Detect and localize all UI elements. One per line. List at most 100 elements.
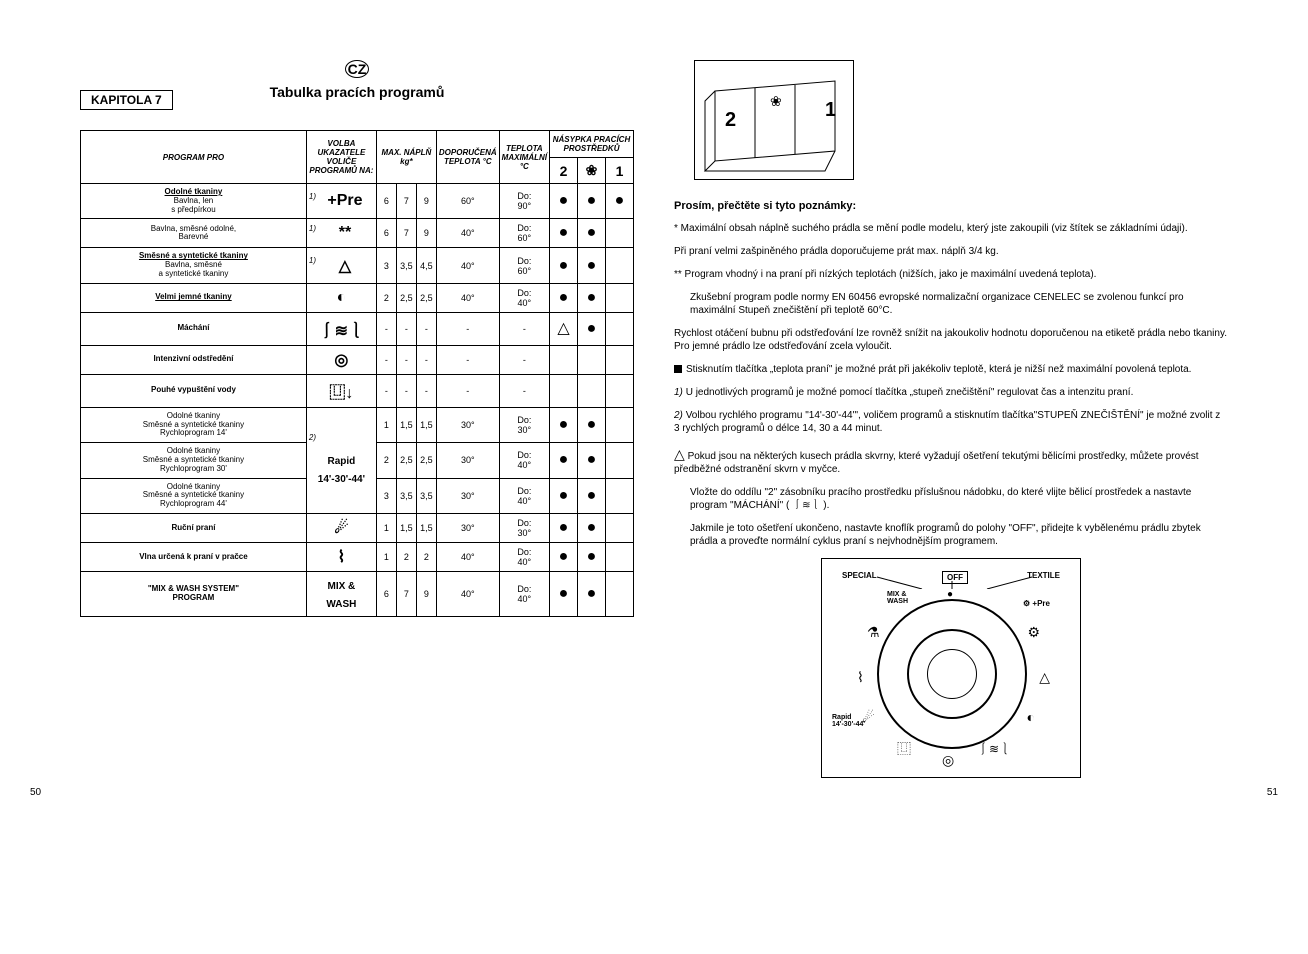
detergent-cell: ● [578,248,606,283]
kg-cell: 3,5 [396,248,416,283]
kg-cell: 2,5 [416,283,436,312]
program-name-cell: Vlna určená k praní v pračce [81,542,307,571]
dial-diagram: SPECIAL OFF TEXTILE MIX &WASH ⚙ +Pre Rap… [821,558,1081,778]
detergent-cell [578,374,606,407]
dial-triangle-icon: △ [1039,669,1050,686]
max-temp-cell: - [499,312,549,345]
dial-center-circle [927,649,977,699]
kg-cell: 4,5 [416,248,436,283]
detergent-cell: ● [578,184,606,219]
square-bullet-icon [674,365,682,373]
dial-position-cell: 1)△ [306,248,376,283]
dial-position-cell: ⿶↓ [306,374,376,407]
th-teplota: TEPLOTA MAXIMÁLNÍ °C [499,131,549,184]
dial-position-cell: ◎ [306,345,376,374]
detergent-cell [578,345,606,374]
dial-mix-icon: ⚗ [867,624,880,641]
kg-cell: - [396,312,416,345]
max-temp-cell: Do:60° [499,219,549,248]
program-name-cell: Odolné tkaninyBavlna, lens předpírkou [81,184,307,219]
detergent-cell: ● [578,542,606,571]
detergent-cell: ● [550,542,578,571]
kg-cell: - [416,312,436,345]
kg-cell: 2,5 [416,443,436,478]
detergent-cell: ● [550,219,578,248]
detergent-cell: ● [578,571,606,616]
dial-rinse-icon: ⎰≋⎱ [977,740,1011,757]
svg-text:1: 1 [825,99,836,121]
th-doporuc: DOPORUČENÁ TEPLOTA °C [436,131,499,184]
kg-cell: - [396,374,416,407]
program-table: PROGRAM PRO VOLBA UKAZATELE VOLIČE PROGR… [80,130,634,617]
kg-cell: - [416,374,436,407]
th-volba: VOLBA UKAZATELE VOLIČE PROGRAMŮ NA: [306,131,376,184]
detergent-cell: ● [578,219,606,248]
detergent-cell: ● [550,248,578,283]
note-starstar-b: Zkušební program podle normy EN 60456 ev… [674,291,1228,317]
detergent-cell: ● [578,407,606,442]
th-flower: ❀ [578,158,606,184]
max-temp-cell: Do:40° [499,571,549,616]
th-col2: 2 [550,158,578,184]
temp-cell: 30° [436,443,499,478]
kg-cell: 9 [416,571,436,616]
detergent-cell [550,374,578,407]
dial-spin-icon: ◎ [942,752,954,769]
drawer-diagram: 1 2 ❀ [694,60,854,180]
program-name-cell: Odolné tkaninySměsné a syntetické tkanin… [81,478,307,513]
detergent-cell [606,443,634,478]
notes-title: Prosím, přečtěte si tyto poznámky: [674,200,1228,212]
temp-cell: 30° [436,407,499,442]
detergent-cell: ● [550,571,578,616]
dial-position-cell: ◐ [306,283,376,312]
note-1: 1) U jednotlivých programů je možné pomo… [674,386,1228,399]
program-name-cell: Ruční praní [81,513,307,542]
note-star: * Maximální obsah náplně suchého prádla … [674,222,1228,235]
kg-cell: 2 [376,283,396,312]
program-name-cell: Pouhé vypuštění vody [81,374,307,407]
temp-cell: 40° [436,283,499,312]
detergent-cell [606,283,634,312]
max-temp-cell: Do:90° [499,184,549,219]
kg-cell: - [376,312,396,345]
kg-cell: 2,5 [396,443,416,478]
kg-cell: 3 [376,248,396,283]
dial-mixwash: MIX &WASH [887,591,908,605]
page-number-right: 51 [1267,787,1278,798]
kg-cell: 1 [376,542,396,571]
max-temp-cell: Do:40° [499,478,549,513]
dial-position-cell: 2)Rapid14'-30'-44' [306,407,376,513]
th-max: MAX. NÁPLŇ kg* [376,131,436,184]
kg-cell: 6 [376,219,396,248]
detergent-cell: ● [550,478,578,513]
dial-rapid: Rapid14'-30'-44' [832,714,865,728]
kg-cell: 1,5 [416,407,436,442]
detergent-cell [606,312,634,345]
note-triangle-a: △ Pokud jsou na některých kusech prádla … [674,445,1228,476]
table-row: Intenzivní odstředění◎----- [81,345,634,374]
th-program: PROGRAM PRO [81,131,307,184]
dial-dot-icon: ● [947,589,953,600]
th-nasypka: NÁSYPKA PRACÍCH PROSTŘEDKŮ [550,131,634,158]
max-temp-cell: Do:40° [499,443,549,478]
temp-cell: 40° [436,248,499,283]
temp-cell: 40° [436,571,499,616]
temp-cell: - [436,374,499,407]
kg-cell: 6 [376,571,396,616]
table-row: Ruční praní☄11,51,530°Do:30°●● [81,513,634,542]
dial-drain-icon: ⿶ [897,739,911,759]
detergent-cell: ● [550,283,578,312]
dial-wool-icon: ⌇ [857,669,864,686]
dial-position-cell: ⌇ [306,542,376,571]
detergent-cell [606,248,634,283]
kg-cell: 2 [376,443,396,478]
temp-cell: 40° [436,219,499,248]
max-temp-cell: Do:40° [499,542,549,571]
kg-cell: 3,5 [396,478,416,513]
program-name-cell: "MIX & WASH SYSTEM"PROGRAM [81,571,307,616]
svg-text:2: 2 [725,109,736,131]
note-p4: Rychlost otáčení bubnu při odstřeďování … [674,327,1228,353]
program-name-cell: Máchání [81,312,307,345]
note-triangle-c: Jakmile je toto ošetření ukončeno, nasta… [674,522,1228,548]
detergent-cell [606,219,634,248]
